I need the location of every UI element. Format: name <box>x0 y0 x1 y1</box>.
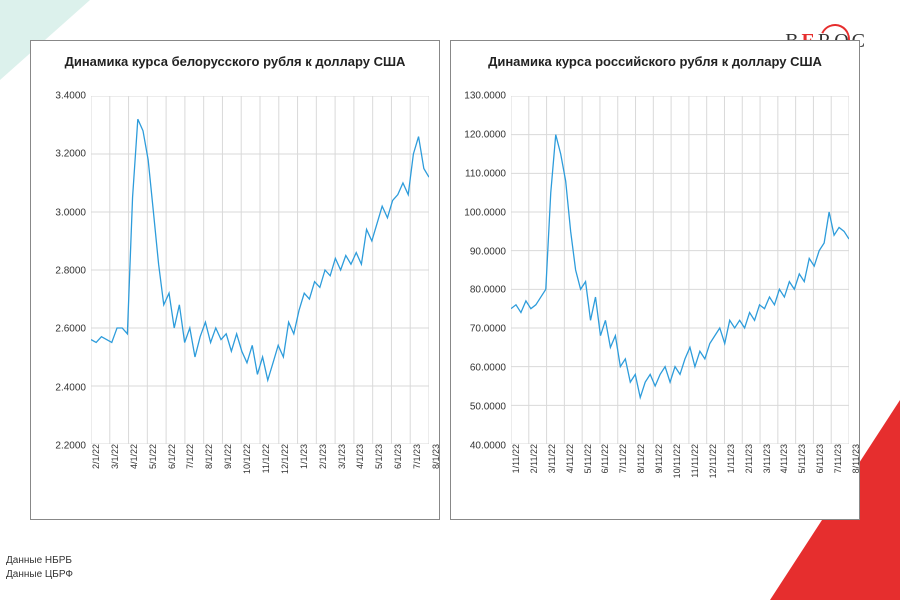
chart-title: Динамика курса белорусского рубля к долл… <box>31 41 439 77</box>
y-tick-label: 70.0000 <box>451 324 506 335</box>
y-tick-label: 3.0000 <box>31 207 86 218</box>
plot-area <box>91 96 429 444</box>
y-tick-label: 50.0000 <box>451 402 506 413</box>
y-tick-label: 80.0000 <box>451 285 506 296</box>
y-tick-label: 2.8000 <box>31 266 86 277</box>
x-tick-label: 8/11/23 <box>851 444 900 473</box>
plot-area <box>511 96 849 444</box>
y-tick-label: 2.6000 <box>31 324 86 335</box>
charts-container: Динамика курса белорусского рубля к долл… <box>0 0 900 530</box>
chart-rub-usd: Динамика курса российского рубля к долла… <box>450 40 860 520</box>
y-tick-label: 90.0000 <box>451 246 506 257</box>
source-line: Данные ЦБРФ <box>6 568 73 582</box>
y-tick-label: 110.0000 <box>451 168 506 179</box>
y-tick-label: 100.0000 <box>451 207 506 218</box>
chart-byn-usd: Динамика курса белорусского рубля к долл… <box>30 40 440 520</box>
y-tick-label: 3.2000 <box>31 149 86 160</box>
y-tick-label: 3.4000 <box>31 91 86 102</box>
y-tick-label: 40.0000 <box>451 441 506 452</box>
y-tick-label: 120.0000 <box>451 129 506 140</box>
source-line: Данные НБРБ <box>6 554 73 568</box>
y-tick-label: 60.0000 <box>451 363 506 374</box>
data-sources: Данные НБРБ Данные ЦБРФ <box>6 554 73 582</box>
chart-title: Динамика курса российского рубля к долла… <box>451 41 859 77</box>
y-tick-label: 2.2000 <box>31 441 86 452</box>
y-tick-label: 2.4000 <box>31 382 86 393</box>
y-tick-label: 130.0000 <box>451 91 506 102</box>
